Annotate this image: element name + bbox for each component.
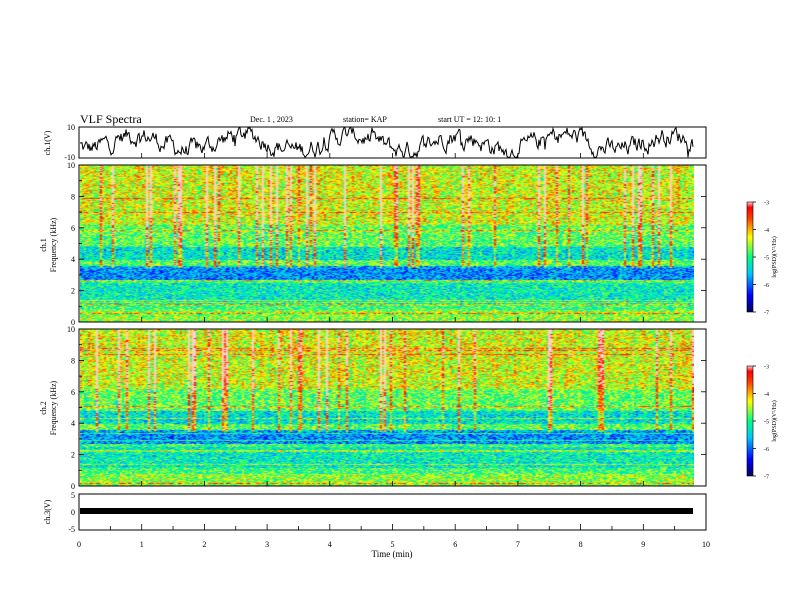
ch2-colorbar-tick-label: -3: [764, 365, 769, 371]
ch1-spectrogram-ylabel-channel: ch.1: [39, 238, 48, 252]
ch1-waveform-panel: 10 -10 ch.1(V): [43, 123, 707, 162]
ch2-spectrogram-panel: 0 2 4 6 8 10 ch.2 Frequency (kHz): [39, 325, 707, 491]
ch1-spectrogram-ytick-label: 0: [71, 318, 75, 327]
ch1-colorbar-gradient: [746, 201, 754, 313]
ch2-spectrogram-ytick-label: 2: [71, 451, 75, 460]
x-tick-label: 7: [516, 540, 520, 549]
ch1-spectrogram-panel: 0 2 4 6 8 10 ch.1 Frequency (kHz): [39, 161, 707, 327]
ch1-spectrogram-ytick-label: 10: [67, 161, 75, 170]
ch1-spectrogram-ytick-label: 6: [71, 224, 75, 233]
ch2-colorbar-tick-label: -4: [764, 392, 769, 398]
x-axis-label: Time (min): [372, 549, 413, 559]
ch3-waveform-line: [80, 508, 693, 514]
ch3-ylabel: ch.3(V): [43, 499, 52, 524]
ch1-colorbar-tick-label: -5: [764, 256, 769, 262]
x-tick-label: 4: [328, 540, 332, 549]
ch1-spectrogram-ylabel: Frequency (kHz): [49, 217, 58, 272]
x-tick-label: 3: [265, 540, 269, 549]
x-tick-label: 2: [202, 540, 206, 549]
ch1-spectrogram-ytick-label: 8: [71, 192, 75, 201]
ch2-colorbar-tick-label: -7: [764, 475, 769, 481]
x-tick-label: 1: [140, 540, 144, 549]
ch2-spectrogram-ytick-label: 6: [71, 388, 75, 397]
ch1-colorbar-tick-label: -4: [764, 228, 769, 234]
ch3-ytick-top: 5: [71, 491, 75, 500]
ch1-colorbar-tick-label: -6: [764, 283, 769, 289]
ch1-spectrogram-ytick-label: 2: [71, 287, 75, 296]
x-tick-label: 9: [641, 540, 645, 549]
ch2-spectrogram-image: [80, 329, 694, 486]
ch2-colorbar: -3 -4 -5 -6 -7 log(PSD)(V²/Hz): [746, 365, 778, 481]
start-time-label: start UT = 12: 10: 1: [438, 115, 501, 124]
ch2-colorbar-gradient: [746, 365, 754, 477]
ch2-spectrogram-ytick-label: 4: [71, 419, 75, 428]
x-tick-label: 6: [453, 540, 457, 549]
ch1-colorbar-tick-label: -3: [764, 201, 769, 207]
ch1-ylabel: ch.1(V): [43, 130, 52, 155]
ch3-ytick-bottom: -5: [68, 525, 75, 534]
ch2-colorbar-tick-label: -5: [764, 420, 769, 426]
ch1-spectrogram-ytick-label: 4: [71, 255, 75, 264]
ch2-spectrogram-ytick-label: 0: [71, 482, 75, 491]
station-label: station= KAP: [343, 115, 387, 124]
x-tick-label: 5: [391, 540, 395, 549]
ch2-colorbar-tick-label: -6: [764, 447, 769, 453]
ch1-colorbar-label: log(PSD)(V²/Hz): [771, 236, 778, 277]
ch2-spectrogram-ytick-label: 10: [67, 325, 75, 334]
figure-title: VLF Spectra: [80, 112, 142, 126]
ch3-ytick-mid: 0: [71, 508, 75, 517]
x-tick-label: 0: [77, 540, 81, 549]
ch1-ytick-bottom: -10: [64, 153, 75, 162]
ch2-colorbar-label: log(PSD)(V²/Hz): [771, 400, 778, 441]
x-tick-label: 8: [579, 540, 583, 549]
ch1-ytick-top: 10: [67, 123, 75, 132]
ch2-spectrogram-ylabel-channel: ch.2: [39, 401, 48, 415]
ch1-colorbar-tick-label: -7: [764, 311, 769, 317]
ch1-colorbar: -3 -4 -5 -6 -7 log(PSD)(V²/Hz): [746, 201, 778, 317]
ch1-spectrogram-image: [80, 165, 694, 322]
ch2-spectrogram-ytick-label: 8: [71, 356, 75, 365]
ch2-spectrogram-ylabel: Frequency (kHz): [49, 380, 58, 435]
ch1-waveform-line: [79, 126, 694, 159]
x-tick-label: 10: [702, 540, 710, 549]
date-label: Dec. 1 , 2023: [250, 115, 293, 124]
